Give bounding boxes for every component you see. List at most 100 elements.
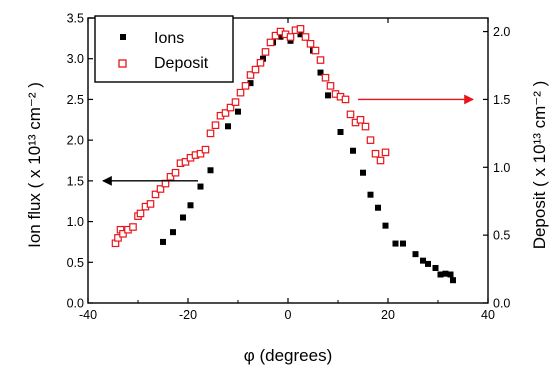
ions-point (412, 251, 419, 258)
deposit-point (129, 223, 137, 231)
ions-point (170, 229, 176, 236)
deposit-point (226, 103, 235, 112)
deposit-point (156, 185, 165, 193)
deposit-point (246, 71, 255, 79)
deposit-point (381, 148, 390, 157)
y-tick-label-right: 0.5 (493, 229, 510, 243)
ions-point (180, 214, 186, 221)
deposit-point (114, 234, 122, 242)
deposit-point (231, 98, 240, 106)
ions-point (247, 80, 254, 87)
x-tick-label: -20 (179, 308, 197, 322)
deposit-point (301, 33, 310, 41)
ions-point (447, 271, 454, 278)
y-tick-label-left: 1.5 (67, 174, 84, 188)
deposit-point (346, 110, 355, 119)
ions-point (382, 222, 389, 229)
y-tick-label-left: 3.5 (67, 12, 84, 26)
deposit-point (136, 209, 145, 218)
deposit-point (366, 136, 375, 144)
y-tick-label-left: 2.5 (67, 93, 84, 107)
y-tick-label-left: 2.0 (67, 134, 84, 148)
ions-point (207, 167, 214, 174)
x-axis-title: φ (degrees) (244, 346, 333, 365)
deposit-point (271, 31, 280, 40)
legend-deposit-marker (118, 59, 127, 68)
deposit-point (236, 88, 245, 97)
ions-point (350, 147, 356, 154)
ions-point (400, 240, 406, 247)
x-tick-label: 20 (381, 308, 395, 322)
deposit-point (311, 46, 320, 55)
ions-point (160, 238, 166, 245)
deposit-point (376, 156, 385, 165)
deposit-point (211, 121, 220, 130)
y-tick-label-left: 1.0 (67, 215, 84, 229)
deposit-point (286, 33, 295, 41)
ions-point (297, 31, 304, 38)
ions-point (375, 204, 381, 211)
deposit-point (119, 229, 127, 238)
deposit-point (266, 38, 275, 47)
annotations (102, 94, 474, 186)
deposit-point (256, 58, 265, 67)
ions-point (260, 55, 266, 62)
ions-point (225, 123, 231, 130)
deposit-point (306, 39, 315, 48)
deposit-point (326, 82, 335, 90)
y-tick-label-right: 1.0 (493, 161, 510, 175)
deposit-point (361, 122, 370, 131)
ions-point (425, 260, 431, 267)
deposit-point (166, 172, 175, 181)
deposit-point (196, 149, 205, 158)
legend: Ions Deposit (94, 15, 234, 83)
ions-point (420, 257, 426, 264)
ions-point (325, 92, 331, 99)
x-tick-label: 0 (285, 308, 292, 322)
deposit-point (221, 109, 230, 117)
deposit-point (181, 158, 190, 166)
deposit-point (261, 48, 270, 56)
axes: -40 -20 0 20 400.00.51.01.52.02.53.03.50.00.… (67, 12, 511, 323)
deposit-point (316, 56, 325, 64)
deposit-point (206, 129, 215, 138)
deposit-point (296, 25, 305, 33)
deposit-point (151, 190, 160, 199)
deposit-point (146, 200, 155, 208)
y-tick-label-left: 3.0 (67, 52, 84, 66)
y-tick-label-left: 0.5 (67, 256, 84, 270)
ions-point (317, 69, 324, 76)
x-tick-label: -40 (79, 308, 97, 322)
ions-point (367, 191, 374, 198)
ions-point (392, 240, 399, 247)
deposit-point (371, 149, 380, 158)
deposit-point (201, 145, 210, 154)
y-tick-label-right: 2.0 (493, 25, 510, 39)
ions-point (432, 264, 439, 271)
legend-ions-marker (120, 34, 126, 40)
ions-point (197, 183, 204, 190)
deposit-point (251, 65, 260, 74)
y-axis-title-right: Deposit ( x 10¹³ cm⁻² ) (530, 81, 549, 250)
deposit-point (321, 73, 330, 82)
deposit-point (356, 115, 365, 124)
ions-point (360, 169, 366, 176)
deposit-point (241, 82, 250, 90)
deposit-point (171, 168, 180, 177)
legend-deposit-label: Deposit (154, 55, 209, 72)
y-tick-label-left: 0.0 (67, 297, 84, 311)
x-tick-label: 40 (481, 308, 495, 322)
legend-box (94, 15, 234, 83)
legend-ions-label: Ions (154, 30, 184, 47)
ions-point (437, 271, 444, 278)
ions-point (235, 108, 241, 115)
ions-point (187, 202, 194, 209)
deposit-point (341, 95, 350, 104)
y-tick-label-right: 0.0 (493, 297, 510, 311)
data-marks (111, 25, 456, 284)
y-axis-title-left: Ion flux ( x 10¹³ cm⁻² ) (25, 82, 44, 248)
ions-point (337, 129, 344, 135)
y-tick-label-right: 1.5 (493, 93, 510, 107)
ions-point (442, 270, 449, 277)
